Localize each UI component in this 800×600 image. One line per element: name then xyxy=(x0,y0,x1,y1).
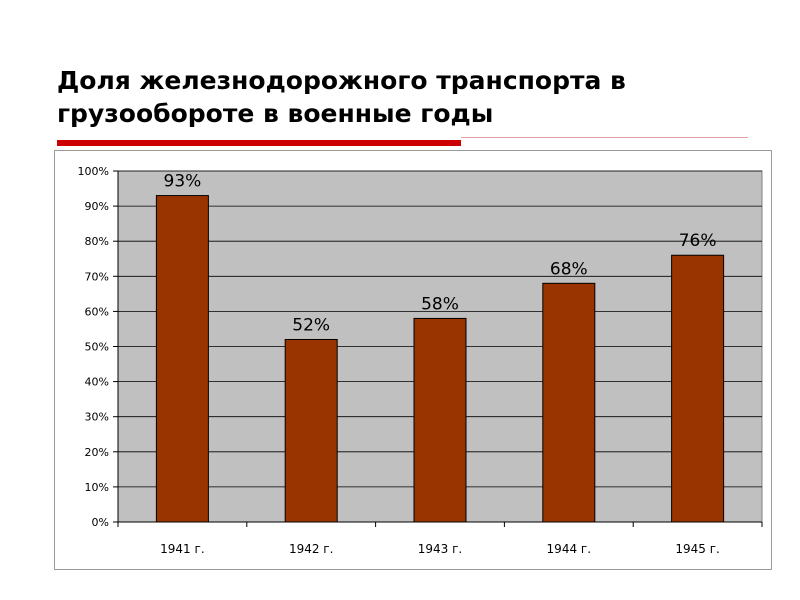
x-category-label: 1943 г. xyxy=(418,542,462,556)
y-tick-label: 90% xyxy=(85,200,109,213)
y-tick-label: 30% xyxy=(85,411,109,424)
bar xyxy=(671,254,725,523)
x-category-label: 1942 г. xyxy=(289,542,333,556)
x-category-label: 1944 г. xyxy=(547,542,591,556)
data-label: 58% xyxy=(421,294,459,314)
y-tick-label: 20% xyxy=(85,446,109,459)
bar xyxy=(542,282,596,523)
x-category-label: 1941 г. xyxy=(160,542,204,556)
data-label: 52% xyxy=(292,315,330,335)
data-label: 93% xyxy=(164,172,202,192)
y-tick-label: 10% xyxy=(85,481,109,494)
title-thin-rule xyxy=(461,137,748,138)
data-label: 68% xyxy=(550,259,588,279)
y-tick-label: 50% xyxy=(85,341,109,354)
gridlines xyxy=(118,170,762,488)
y-tick-label: 60% xyxy=(85,305,109,318)
x-axis-categories: 1941 г. 1942 г. 1943 г. 1944 г. 1945 г. xyxy=(117,522,763,556)
bar xyxy=(413,317,467,523)
x-category-label: 1945 г. xyxy=(675,542,719,556)
data-labels: 93% 52% 58% 68% 76% xyxy=(164,172,717,336)
bars xyxy=(155,195,725,523)
data-label: 76% xyxy=(679,231,717,251)
y-tick-label: 70% xyxy=(85,270,109,283)
y-tick-label: 80% xyxy=(85,235,109,248)
slide-title: Доля железнодорожного транспорта в грузо… xyxy=(57,66,626,128)
y-tick-label: 100% xyxy=(78,165,109,178)
bar xyxy=(155,195,209,523)
bar xyxy=(284,338,338,523)
y-tick-label: 0% xyxy=(92,516,109,529)
y-tick-label: 40% xyxy=(85,376,109,389)
title-accent-rule xyxy=(57,140,461,146)
